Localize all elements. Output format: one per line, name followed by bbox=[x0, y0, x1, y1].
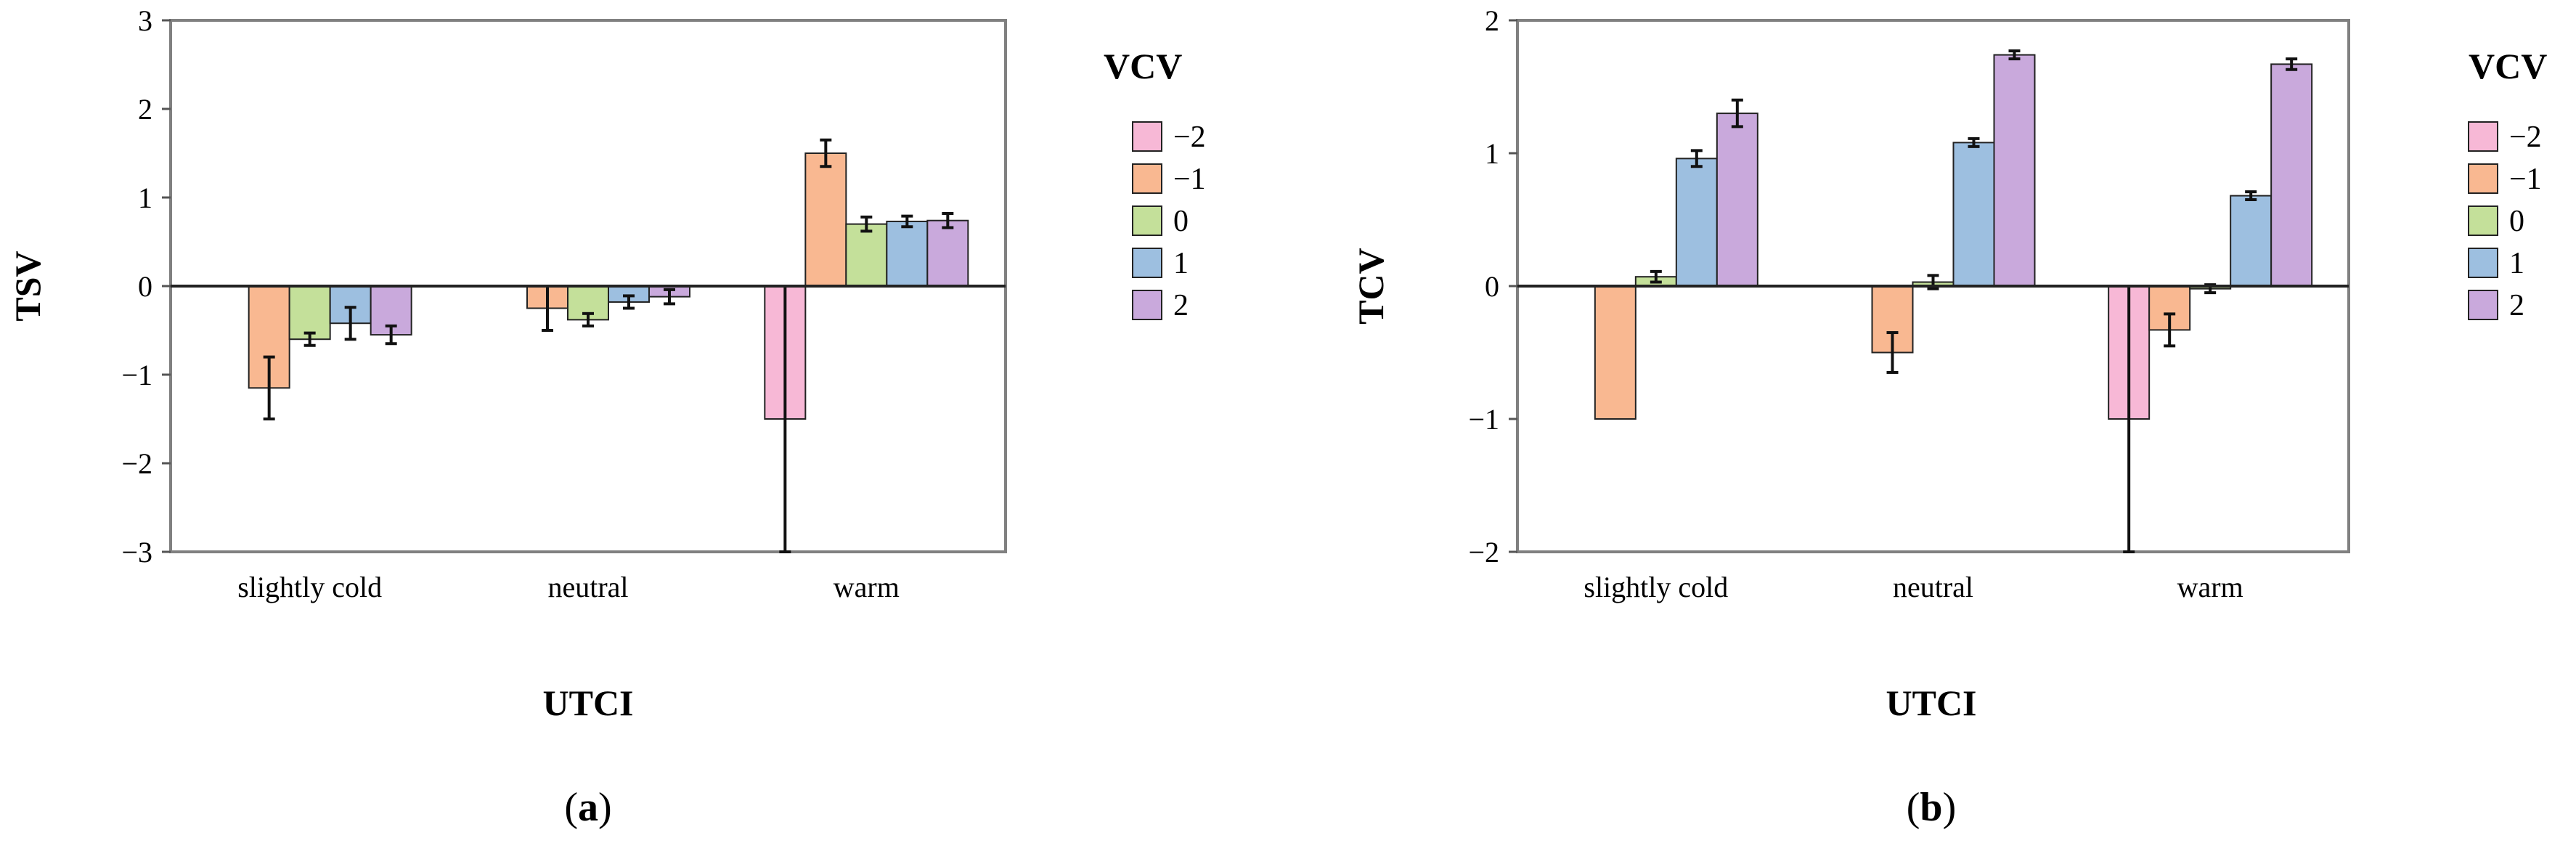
chart-b-y-axis-title: TCV bbox=[1350, 248, 1391, 325]
chart-b-caption-part: ( bbox=[1907, 785, 1920, 830]
chart-b-bar bbox=[1675, 158, 1718, 287]
chart-b-ytick-label: 1 bbox=[1485, 137, 1499, 170]
chart-b-bar bbox=[1993, 54, 2036, 288]
chart-a-legend-title: VCV bbox=[1104, 46, 1182, 86]
chart-a-y-axis-title: TSV bbox=[7, 251, 48, 321]
chart-b-caption-part: b bbox=[1920, 785, 1942, 830]
chart-b-legend-swatch bbox=[2468, 205, 2498, 236]
chart-b-group: −2 −1 0 1 2 slightly cold neutral warm TCV UTCI VC… bbox=[1350, 4, 2547, 830]
chart-a-group: −3 −2 −1 0 1 2 3 slightly cold neutral warm TSV UTC… bbox=[7, 4, 1206, 830]
chart-b-legend-label: −2 bbox=[2509, 121, 2542, 154]
chart-a-legend-label: −1 bbox=[1173, 163, 1206, 196]
chart-a-legend-swatch bbox=[1132, 290, 1162, 320]
chart-a-ytick-label: 1 bbox=[138, 182, 152, 214]
chart-a-bar bbox=[288, 285, 331, 341]
chart-a-ytick-label: 3 bbox=[138, 4, 152, 37]
chart-a-ytick-label: −3 bbox=[121, 536, 152, 569]
chart-b-bar bbox=[2230, 195, 2273, 287]
chart-b-ytick-label: 2 bbox=[1485, 4, 1499, 37]
chart-a-bar bbox=[886, 220, 929, 287]
chart-b-legend-swatch bbox=[2468, 121, 2498, 152]
chart-a-ytick-label: −1 bbox=[121, 359, 152, 391]
chart-b-category-label: neutral bbox=[1893, 571, 1973, 603]
chart-a-caption-part: ) bbox=[598, 785, 612, 830]
chart-b-legend-title: VCV bbox=[2469, 46, 2547, 86]
chart-a-legend-swatch bbox=[1132, 163, 1162, 194]
chart-b-legend-label: 1 bbox=[2509, 247, 2524, 280]
chart-a-category-label: warm bbox=[833, 571, 900, 603]
chart-a-ytick-label: 2 bbox=[138, 93, 152, 126]
chart-a-ytick-label: 0 bbox=[138, 270, 152, 303]
chart-a-legend-label: 2 bbox=[1173, 289, 1189, 322]
chart-b-bar bbox=[1952, 142, 1995, 287]
chart-b-category-label: slightly cold bbox=[1583, 571, 1728, 603]
chart-a-caption-part: a bbox=[578, 785, 598, 830]
chart-b-legend-label: 2 bbox=[2509, 289, 2524, 322]
chart-a-bar bbox=[804, 152, 847, 287]
chart-a-legend-label: −2 bbox=[1173, 121, 1206, 154]
chart-b-legend-swatch bbox=[2468, 290, 2498, 320]
chart-a-legend-swatch bbox=[1132, 248, 1162, 278]
chart-b-bar bbox=[2270, 63, 2313, 287]
chart-b-ytick-label: −2 bbox=[1468, 536, 1499, 569]
chart-a-x-axis-title: UTCI bbox=[542, 683, 633, 723]
chart-b-bar bbox=[1594, 285, 1637, 420]
chart-b-legend-label: −1 bbox=[2509, 163, 2542, 196]
chart-a-legend-swatch bbox=[1132, 121, 1162, 152]
chart-a-category-label: neutral bbox=[547, 571, 628, 603]
chart-b-ytick-label: 0 bbox=[1485, 270, 1499, 303]
chart-b-legend-label: 0 bbox=[2509, 205, 2524, 238]
chart-a-legend-label: 0 bbox=[1173, 205, 1189, 238]
chart-a-ytick-label: −2 bbox=[121, 447, 152, 480]
chart-a-caption-part: ( bbox=[564, 785, 578, 830]
chart-a-bar bbox=[845, 223, 888, 288]
chart-b-ytick-label: −1 bbox=[1468, 403, 1499, 436]
chart-b-caption-part: ) bbox=[1943, 785, 1957, 830]
chart-b-legend-swatch bbox=[2468, 248, 2498, 278]
chart-a-caption: (a) bbox=[564, 785, 611, 830]
chart-b-x-axis-title: UTCI bbox=[1886, 683, 1976, 723]
chart-a-category-label: slightly cold bbox=[237, 571, 382, 603]
chart-a-bar bbox=[926, 219, 969, 287]
chart-a-legend-label: 1 bbox=[1173, 247, 1189, 280]
chart-b-caption: (b) bbox=[1907, 785, 1956, 830]
chart-b-legend-swatch bbox=[2468, 163, 2498, 194]
chart-b-category-label: warm bbox=[2177, 571, 2243, 603]
chart-a-legend-swatch bbox=[1132, 205, 1162, 236]
chart-b-bar bbox=[1716, 113, 1758, 287]
